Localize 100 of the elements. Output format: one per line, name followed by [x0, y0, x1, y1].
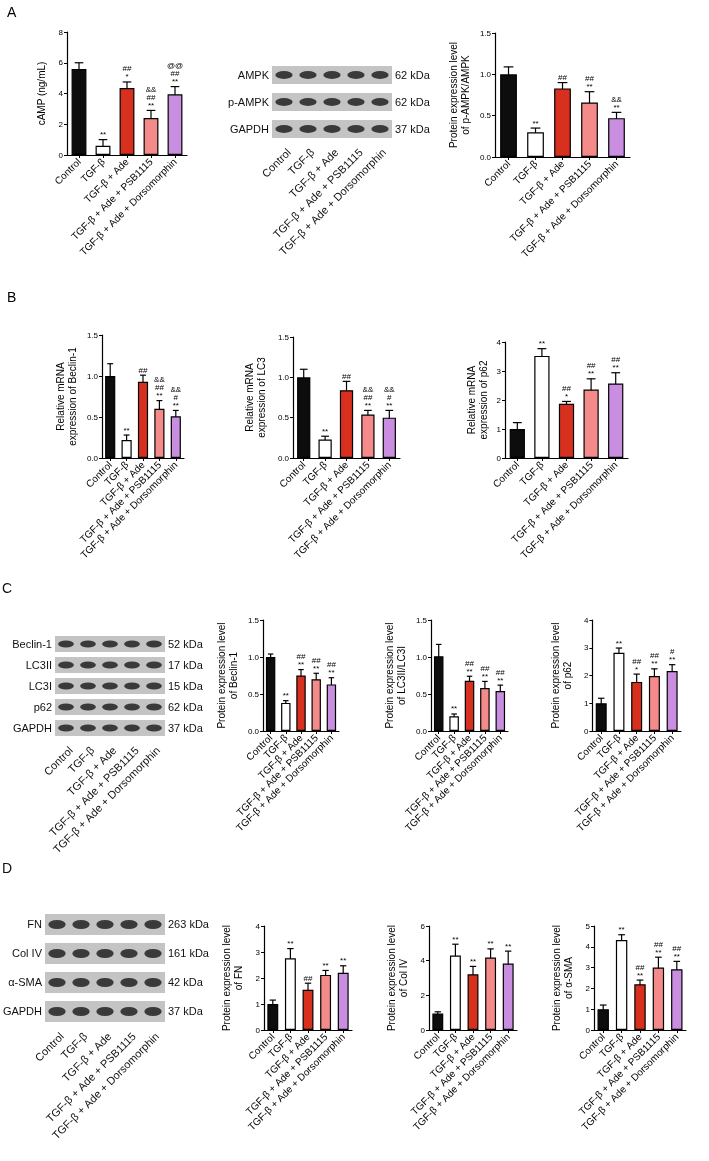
y-tick-label: 0.0 — [277, 453, 290, 463]
annotation: ** — [340, 956, 347, 966]
y-tick-label: 2 — [583, 671, 589, 680]
category-label: GAPDH — [12, 721, 52, 734]
y-tick-label: 0 — [496, 453, 502, 463]
annotation: ## * — [632, 656, 642, 674]
y-tick-label: 6 — [420, 921, 426, 931]
y-tick-label: 1.5 — [247, 615, 260, 625]
y-tick-label: 1.0 — [479, 69, 492, 79]
category-label: 263 kDa — [168, 918, 209, 930]
annotation: && ## ** — [145, 84, 157, 110]
annotation: ## ** — [585, 74, 595, 92]
annotation: ** — [618, 925, 625, 935]
y-tick-label: 1.0 — [247, 652, 260, 662]
annotation: ## ** — [311, 655, 322, 673]
y-tick-label: 4 — [255, 921, 261, 931]
y-axis-title: Relative mRNA expression of Beclin-1 — [54, 346, 78, 446]
annotation: && ## ** — [362, 384, 374, 410]
category-label: p62 — [33, 700, 52, 713]
y-tick-label: 2 — [496, 395, 502, 405]
y-tick-label: 2 — [58, 119, 64, 129]
text: C — [2, 580, 13, 596]
y-tick-label: 3 — [496, 366, 502, 376]
text: D — [2, 860, 13, 876]
y-tick-label: 1 — [585, 1004, 591, 1014]
annotation: && # ** — [170, 384, 182, 410]
annotation: ## ** — [465, 658, 475, 676]
category-label: 37 kDa — [168, 721, 203, 734]
y-tick-label: 0 — [583, 726, 589, 736]
annotation: ** — [452, 934, 459, 944]
y-tick-label: 1.0 — [415, 652, 428, 662]
y-tick-label: 0.5 — [86, 412, 99, 422]
y-axis-title: Protein expression level of LC3II/LC3I — [383, 622, 407, 729]
y-tick-label: 0.5 — [479, 111, 492, 121]
category-label: 42 kDa — [168, 976, 203, 988]
annotation: ** — [469, 956, 477, 966]
annotation: ** — [287, 939, 294, 949]
y-tick-label: 2 — [255, 973, 261, 983]
category-label: 37 kDa — [168, 1005, 203, 1017]
y-tick-label: 0.0 — [479, 152, 492, 162]
annotation: ## — [303, 973, 313, 983]
annotation: ## — [342, 371, 352, 381]
y-tick-label: 1.5 — [277, 332, 290, 342]
annotation: ## ** — [635, 962, 645, 980]
annotation: ## ** — [672, 943, 682, 961]
y-tick-label: 2 — [420, 990, 426, 1000]
annotation: ## — [138, 365, 148, 375]
y-tick-label: 4 — [583, 615, 589, 625]
y-tick-label: 3 — [583, 643, 589, 653]
y-axis-title: Protein expression level of p-AMPK/AMPK — [447, 41, 471, 149]
y-tick-label: 0.0 — [415, 726, 428, 736]
y-tick-label: 1.0 — [277, 372, 290, 382]
category-label: GAPDH — [229, 122, 269, 135]
y-tick-label: 1 — [583, 698, 589, 708]
y-tick-label: 1 — [255, 999, 261, 1009]
y-tick-label: 0 — [255, 1025, 261, 1035]
y-tick-label: 0.0 — [247, 726, 260, 736]
y-axis-title: Relative mRNA expression of p62 — [465, 360, 489, 440]
category-label: Col IV — [12, 947, 42, 959]
annotation: ** — [322, 960, 329, 970]
annotation: ## ** — [296, 652, 307, 670]
y-tick-label: 0.0 — [86, 453, 99, 463]
annotation: ** — [505, 941, 512, 951]
y-tick-label: 0 — [420, 1025, 426, 1035]
y-tick-label: 3 — [585, 963, 591, 973]
annotation: && ## ** — [154, 375, 166, 401]
annotation: ## ** — [326, 660, 337, 678]
y-tick-label: 1.0 — [86, 371, 99, 381]
y-tick-label: 8 — [58, 27, 64, 37]
y-tick-label: 3 — [255, 947, 261, 957]
annotation: ## * — [122, 64, 132, 82]
annotation: ** — [322, 426, 329, 436]
category-label: LC3I — [28, 679, 52, 692]
y-tick-label: 0.5 — [415, 689, 428, 699]
annotation: ** — [123, 425, 130, 435]
y-tick-label: 0 — [585, 1025, 591, 1035]
y-axis-title: Protein expression level of Beclin-1 — [215, 622, 239, 729]
chart-title: B — [7, 289, 17, 305]
category-label: 15 kDa — [168, 679, 203, 692]
y-tick-label: 5 — [585, 921, 591, 931]
y-tick-label: 6 — [58, 58, 64, 68]
y-tick-label: 0.5 — [277, 413, 290, 423]
y-axis-title: Protein expression level of α-SMA — [551, 924, 575, 1032]
y-axis-title: Protein expression level of FN — [221, 924, 245, 1032]
y-tick-label: 1 — [496, 424, 502, 434]
y-tick-label: 4 — [420, 956, 426, 966]
y-tick-label: 0.5 — [247, 689, 260, 699]
y-tick-label: 4 — [58, 89, 64, 98]
annotation: && ** — [611, 94, 623, 112]
category-label: α-SMA — [8, 976, 42, 988]
category-label: 161 kDa — [168, 947, 209, 959]
annotation: ** — [282, 691, 289, 701]
y-axis-title: Relative mRNA expression of LC3 — [243, 356, 267, 438]
annotation: ## * — [562, 383, 572, 401]
category-label: AMPK — [237, 68, 269, 81]
annotation: ## — [558, 73, 568, 83]
category-label: 62 kDa — [395, 95, 430, 108]
annotation: ## ** — [495, 667, 506, 685]
category-label: LC3II — [25, 658, 52, 671]
y-axis-title: cAMP (ng/mL) — [35, 61, 47, 126]
